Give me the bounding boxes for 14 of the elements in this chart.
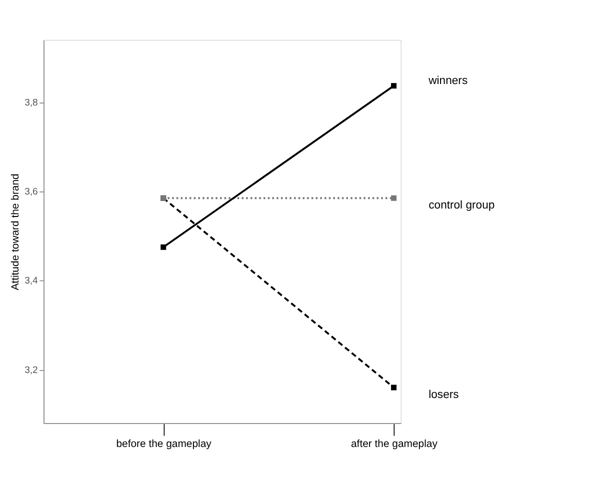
point (391, 195, 397, 201)
text: losers (428, 388, 460, 401)
point (391, 83, 397, 89)
y-axis-title: Attitude toward the brand (10, 173, 22, 290)
x-tick-label: after the gameplay (350, 439, 438, 450)
x-tick-label: before the gameplay (116, 439, 212, 450)
y-tick-label: 3,4 (24, 276, 39, 287)
y-tick-label: 3,6 (24, 186, 38, 198)
point (391, 384, 397, 390)
text: control group (428, 200, 495, 212)
y-tick-label: 3,2 (24, 364, 38, 376)
point (160, 244, 166, 250)
y-tick-label: 3,8 (24, 97, 38, 108)
text: winners (428, 75, 468, 88)
